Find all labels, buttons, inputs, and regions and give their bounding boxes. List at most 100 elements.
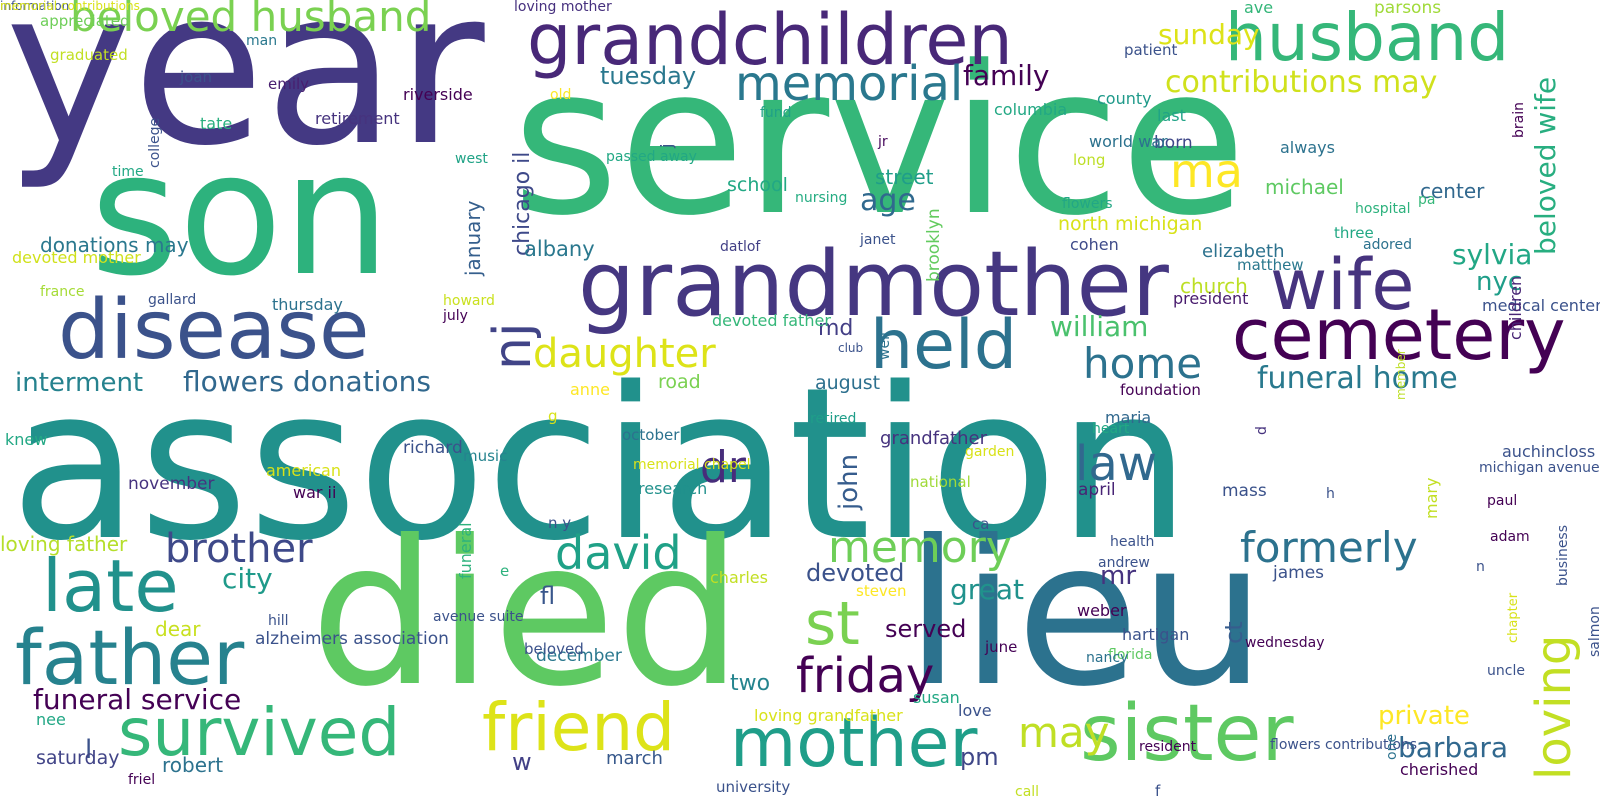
word-college: college — [147, 117, 163, 168]
word-james: james — [1273, 563, 1325, 583]
word-church: church — [1180, 274, 1248, 298]
word-sunday: sunday — [1158, 18, 1260, 51]
word-held: held — [870, 306, 1017, 385]
word-always: always — [1280, 138, 1335, 157]
word-law: law — [1075, 436, 1158, 492]
word-center: center — [1420, 179, 1485, 203]
word-served: served — [885, 615, 967, 643]
word-grandfather: grandfather — [880, 428, 987, 449]
word-robert: robert — [162, 753, 224, 777]
word-private: private — [1378, 701, 1470, 731]
word-n-y: n y — [548, 514, 572, 532]
word-funeral: funeral — [456, 522, 475, 579]
word-street: street — [875, 165, 934, 189]
word-club: club — [838, 341, 864, 355]
word-ave: ave — [1244, 0, 1274, 17]
word-l: l — [85, 735, 93, 765]
word-datlof: datlof — [720, 239, 761, 255]
word-son: son — [90, 116, 391, 314]
word-w: w — [512, 748, 532, 776]
word-age: age — [860, 183, 916, 218]
word-parsons: parsons — [1374, 0, 1442, 18]
word-husband: husband — [1225, 0, 1510, 76]
word-long: long — [1073, 151, 1106, 169]
word-retirement: retirement — [315, 109, 400, 128]
word-old: old — [550, 87, 572, 103]
word-medical-center: medical center — [1482, 296, 1600, 315]
word-war-ii: war ii — [293, 483, 337, 502]
word-dear: dear — [155, 617, 201, 641]
word-contributions-may: contributions may — [1165, 65, 1438, 100]
word-elizabeth: elizabeth — [1202, 241, 1285, 262]
word-survived: survived — [118, 694, 401, 771]
word-adored: adored — [1363, 237, 1412, 253]
word-born: born — [1154, 133, 1193, 153]
word-may: may — [1018, 708, 1110, 757]
word-music: music — [463, 447, 508, 465]
word-joan: joan — [180, 68, 213, 86]
word-two: two — [730, 671, 771, 696]
word-albany: albany — [524, 237, 595, 261]
word-howard: howard — [443, 293, 495, 309]
word-june: june — [985, 638, 1018, 656]
word-beloved: beloved — [524, 640, 584, 658]
word-janet: janet — [860, 232, 896, 248]
word-wednesday: wednesday — [1245, 635, 1325, 651]
word-matthew: matthew — [1237, 256, 1304, 274]
word-andrew: andrew — [1098, 555, 1150, 571]
word-love: love — [958, 701, 992, 720]
word-friend: friend — [482, 689, 676, 766]
word-hill: hill — [268, 613, 289, 629]
word-national: national — [910, 473, 971, 491]
word-three: three — [1334, 224, 1374, 242]
word-brain: brain — [1511, 102, 1527, 138]
word-business: business — [1555, 524, 1571, 586]
word-county: county — [1097, 89, 1152, 108]
word-grandchildren: grandchildren — [527, 0, 1013, 81]
word-information: information — [0, 0, 70, 13]
word-mother: mother — [730, 704, 978, 783]
word-sylvia: sylvia — [1452, 238, 1533, 271]
word-cohen: cohen — [1070, 235, 1119, 254]
word-devoted: devoted — [806, 559, 905, 587]
word-association: association — [10, 342, 1191, 587]
word-well: well — [877, 332, 893, 360]
word-nursing: nursing — [795, 190, 848, 206]
word-g: g — [548, 407, 558, 425]
word-august: august — [815, 372, 881, 394]
word-michael: michael — [1265, 175, 1344, 199]
word-hospital: hospital — [1355, 201, 1411, 217]
word-retired: retired — [810, 411, 857, 427]
word-beloved-husband: beloved husband — [70, 0, 432, 41]
word-richard: richard — [403, 438, 463, 458]
word-president: president — [1173, 289, 1249, 308]
word-riverside: riverside — [403, 85, 473, 104]
word-knew: knew — [5, 430, 48, 449]
word-f: f — [1155, 782, 1161, 800]
word-mass: mass — [1222, 481, 1267, 501]
word-auchincloss: auchincloss — [1502, 442, 1596, 461]
word-father: father — [15, 613, 245, 702]
word-disease: disease — [58, 283, 370, 378]
word-chapter: chapter — [1506, 592, 1521, 643]
word-sister: sister — [1080, 689, 1294, 779]
word-passed-away: passed away — [606, 149, 697, 165]
word-world-war: world war — [1089, 132, 1168, 151]
word-nyc: nyc — [1476, 267, 1523, 297]
word-wife: wife — [1270, 244, 1415, 326]
word-road: road — [658, 371, 701, 393]
word-health: health — [1110, 534, 1155, 550]
word-brooklyn: brooklyn — [924, 208, 944, 282]
word-cemetery: cemetery — [1232, 294, 1566, 376]
word-avenue-suite: avenue suite — [433, 609, 524, 625]
word-saturday: saturday — [36, 747, 120, 769]
word-mr: mr — [1100, 561, 1137, 591]
word-france: france — [40, 284, 85, 300]
word-columbia: columbia — [994, 100, 1068, 119]
word-md: md — [818, 316, 854, 341]
word-north-michigan: north michigan — [1058, 213, 1203, 235]
word-flowers-contributions: flowers contributions — [1270, 737, 1418, 753]
word-call: call — [1015, 784, 1040, 800]
word-ct: ct — [1220, 621, 1248, 644]
